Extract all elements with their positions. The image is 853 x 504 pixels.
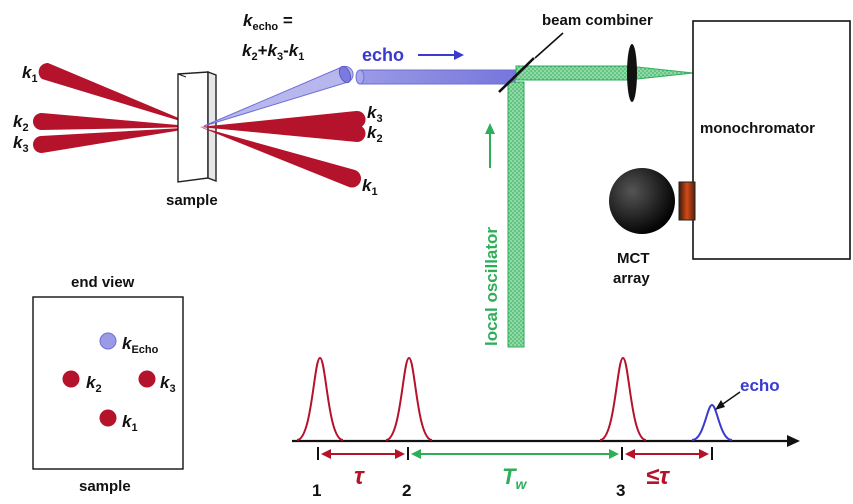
- beam-echo-cone: [203, 65, 354, 127]
- sample-label-top: sample: [166, 192, 218, 209]
- sample-slab: [177, 70, 217, 183]
- end-view-k2-dot: [62, 370, 80, 388]
- k1-right-label: k1: [362, 176, 378, 198]
- tw-interval-arrow: [411, 449, 619, 459]
- lens: [627, 44, 637, 102]
- local-oscillator-label: local oscillator: [482, 227, 501, 346]
- end-view-box: [32, 296, 184, 470]
- end-view-k1-label: k1: [122, 412, 138, 434]
- beam-k1-in: [38, 62, 200, 128]
- monochromator-label: monochromator: [700, 120, 815, 137]
- beam-combiner-label: beam combiner: [542, 12, 653, 29]
- timeline-axis: [292, 435, 800, 447]
- end-view-sample-label: sample: [79, 478, 131, 495]
- end-view-k1-dot: [99, 409, 117, 427]
- k3-right-label: k3: [367, 103, 383, 125]
- end-view-label: end view: [71, 274, 135, 291]
- k-echo-formula: k2+k3-k1: [242, 41, 304, 63]
- tick-number-3: 3: [616, 481, 625, 499]
- tau-label: τ: [354, 463, 365, 490]
- beam-k3-in: [32, 127, 200, 154]
- local-oscillator-beam: [507, 81, 525, 348]
- tau-interval-arrow: [321, 449, 405, 459]
- echo-label-bottom: echo: [740, 376, 780, 395]
- tick-number-1: 1: [312, 481, 321, 499]
- beam-combiner: [498, 32, 564, 93]
- beam-k3-out: [200, 110, 366, 128]
- k3-left-label: k3: [13, 133, 29, 155]
- combined-beam: [515, 65, 694, 81]
- echo-beam-horizontal: [355, 69, 516, 85]
- pulse-2: [385, 356, 433, 441]
- pulse-1: [296, 356, 344, 441]
- echo-pulse: [691, 403, 733, 441]
- mct-label-line2: array: [613, 270, 650, 287]
- end-view-kecho-dot: [99, 332, 117, 350]
- monochromator-box: [692, 20, 851, 260]
- tw-label: Tw: [502, 464, 527, 492]
- timeline-ticks: [317, 447, 713, 460]
- tick-number-2: 2: [402, 481, 411, 499]
- echo-pointer-arrow: [715, 391, 741, 410]
- mct-label-line1: MCT: [617, 250, 650, 267]
- beam-k1-out: [200, 127, 362, 188]
- echo-arrow-top: [418, 50, 464, 60]
- end-view-k2-label: k2: [86, 373, 102, 395]
- k-echo-label: kecho =: [243, 11, 293, 33]
- pulse-3: [599, 356, 647, 441]
- k2-left-label: k2: [13, 112, 29, 134]
- leq-tau-interval-arrow: [625, 449, 709, 459]
- mct-detector: [609, 168, 696, 234]
- end-view-k3-dot: [138, 370, 156, 388]
- beam-k2-out: [200, 125, 366, 142]
- end-view-k3-label: k3: [160, 373, 176, 395]
- end-view-kecho-label: kEcho: [122, 334, 159, 356]
- k1-left-label: k1: [22, 63, 38, 85]
- echo-label-top: echo: [362, 45, 404, 65]
- leq-tau-label: ≤τ: [646, 463, 670, 490]
- k2-right-label: k2: [367, 123, 383, 145]
- beam-k2-in: [32, 112, 201, 130]
- local-oscillator-arrow: [485, 123, 495, 168]
